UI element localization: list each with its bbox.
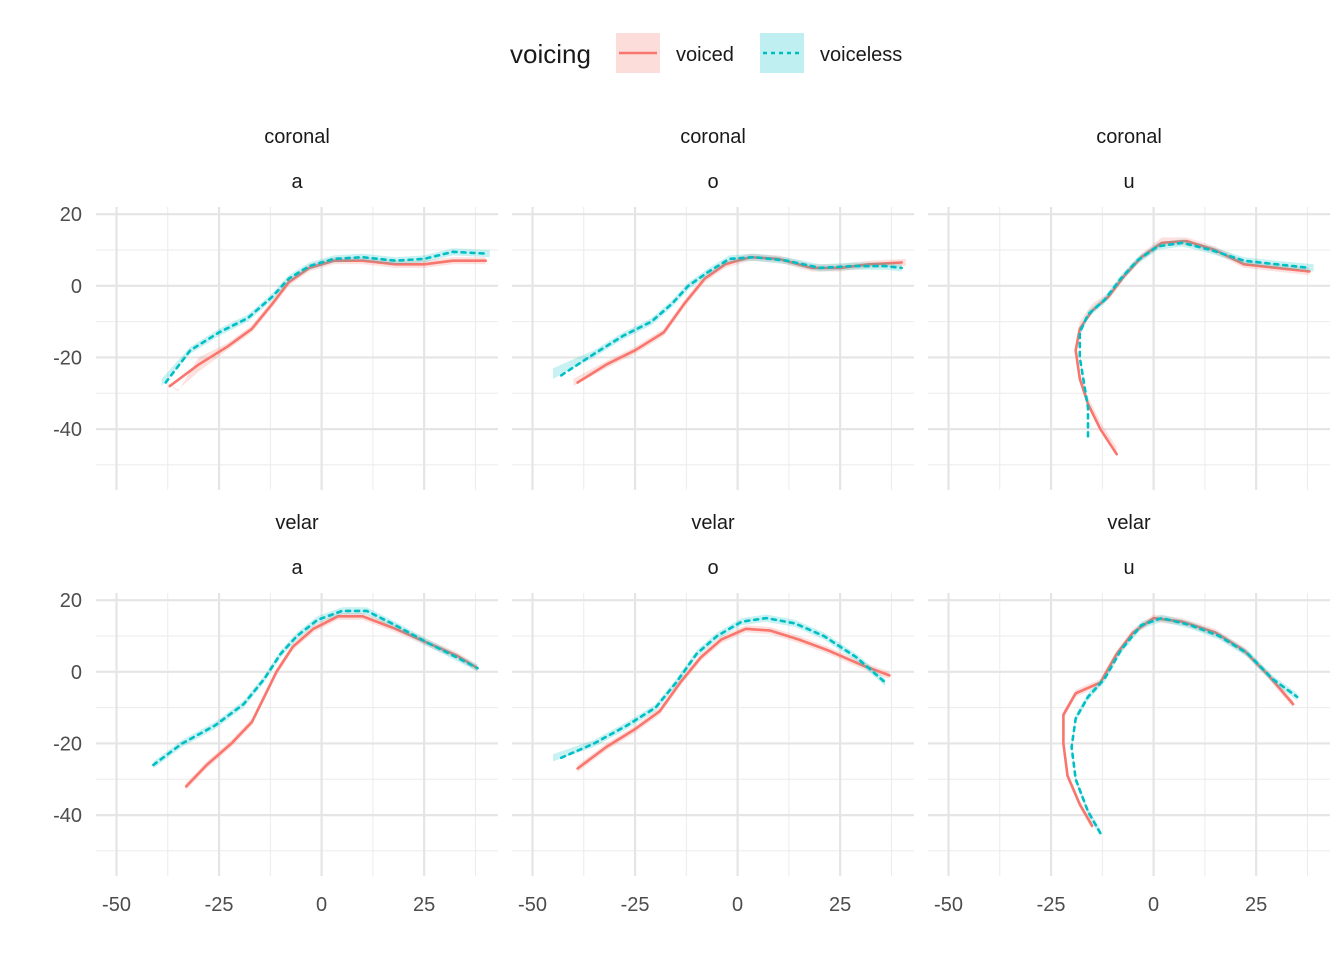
contour-line-voiceless (559, 255, 903, 377)
series-voiceless (1078, 239, 1314, 444)
series-voiced (184, 612, 479, 790)
series-voiceless (1070, 614, 1299, 837)
series-voiceless (553, 253, 903, 379)
series-voiced (1062, 614, 1295, 830)
gridlines (928, 207, 1330, 490)
confidence-band-voiced (1063, 614, 1294, 830)
contour-line-voiceless (164, 250, 487, 384)
series-voiced (573, 253, 906, 387)
strip-vowel: a (291, 557, 303, 579)
gridlines (96, 207, 498, 490)
x-tick-label: -50 (934, 894, 963, 916)
strip-place: velar (1107, 512, 1151, 534)
contour-line-voiceless (1078, 241, 1311, 438)
x-tick-label: -25 (1037, 894, 1066, 916)
confidence-band-voiceless (161, 248, 490, 387)
confidence-band-voiceless (553, 253, 902, 379)
contour-line-voiced (168, 259, 487, 388)
legend-title: voicing (510, 39, 591, 69)
strip-place: coronal (264, 126, 330, 148)
legend-label-voiceless: voiceless (820, 44, 902, 66)
y-tick-label: 20 (60, 590, 82, 612)
x-tick-label: 25 (413, 894, 435, 916)
strip-place: velar (691, 512, 735, 534)
strip-place: coronal (1096, 126, 1162, 148)
series-voiceless (152, 607, 479, 769)
panel-velar-o: velar o -50 -25 0 25 (512, 512, 914, 916)
x-tick-label: 0 (732, 894, 743, 916)
series-voiced (576, 625, 891, 773)
confidence-band-voiced (1075, 237, 1310, 455)
series-voiced (1074, 237, 1311, 456)
strip-place: velar (275, 512, 319, 534)
y-tick-label: 0 (71, 662, 82, 684)
series-voiced (165, 257, 487, 392)
panel-velar-u: velar u -50 -25 0 25 (928, 512, 1330, 916)
strip-vowel: u (1123, 557, 1134, 579)
legend-label-voiced: voiced (676, 44, 734, 66)
gridlines (512, 593, 914, 876)
panel-coronal-u: coronal u (928, 126, 1330, 490)
x-tick-label: 0 (1148, 894, 1159, 916)
contour-line-voiceless (559, 616, 887, 760)
strip-vowel: o (707, 557, 718, 579)
series-voiceless (553, 614, 887, 762)
panel-coronal-a: coronal a 20 0 -20 -40 (53, 126, 498, 490)
y-tick-label: -20 (53, 347, 82, 369)
x-tick-label: -50 (102, 894, 131, 916)
series-voiceless (161, 248, 490, 387)
y-tick-label: -20 (53, 733, 82, 755)
x-tick-label: -25 (205, 894, 234, 916)
contour-line-voiceless (152, 609, 479, 767)
gridlines (512, 207, 914, 490)
y-tick-label: -40 (53, 805, 82, 827)
x-tick-label: 0 (316, 894, 327, 916)
strip-vowel: u (1123, 171, 1134, 193)
strip-vowel: a (291, 171, 303, 193)
contour-line-voiced (1074, 239, 1311, 456)
confidence-band-voiced (573, 253, 906, 387)
confidence-band-voiced (165, 257, 486, 392)
contour-line-voiced (576, 255, 903, 384)
legend: voicing voiced voiceless (510, 33, 902, 73)
x-tick-label: 25 (1245, 894, 1267, 916)
x-tick-label: -50 (518, 894, 547, 916)
panels: coronal a 20 0 -20 -40 coronal o coronal u velar a 2… (53, 126, 1330, 916)
x-tick-label: 25 (829, 894, 851, 916)
contour-line-voiced (184, 615, 479, 788)
panel-velar-a: velar a 20 0 -20 -40 -50 -25 0 25 (53, 512, 498, 916)
strip-vowel: o (707, 171, 718, 193)
contour-line-voiceless (1070, 616, 1299, 835)
y-tick-label: 0 (71, 276, 82, 298)
confidence-band-voiced (186, 612, 478, 790)
y-tick-label: 20 (60, 204, 82, 226)
strip-place: coronal (680, 126, 746, 148)
confidence-band-voiceless (1071, 614, 1298, 837)
panel-coronal-o: coronal o (512, 126, 914, 490)
contour-line-voiced (576, 627, 891, 770)
y-tick-label: -40 (53, 419, 82, 441)
contour-line-voiced (1062, 616, 1295, 828)
gridlines (928, 593, 1330, 876)
x-tick-label: -25 (621, 894, 650, 916)
